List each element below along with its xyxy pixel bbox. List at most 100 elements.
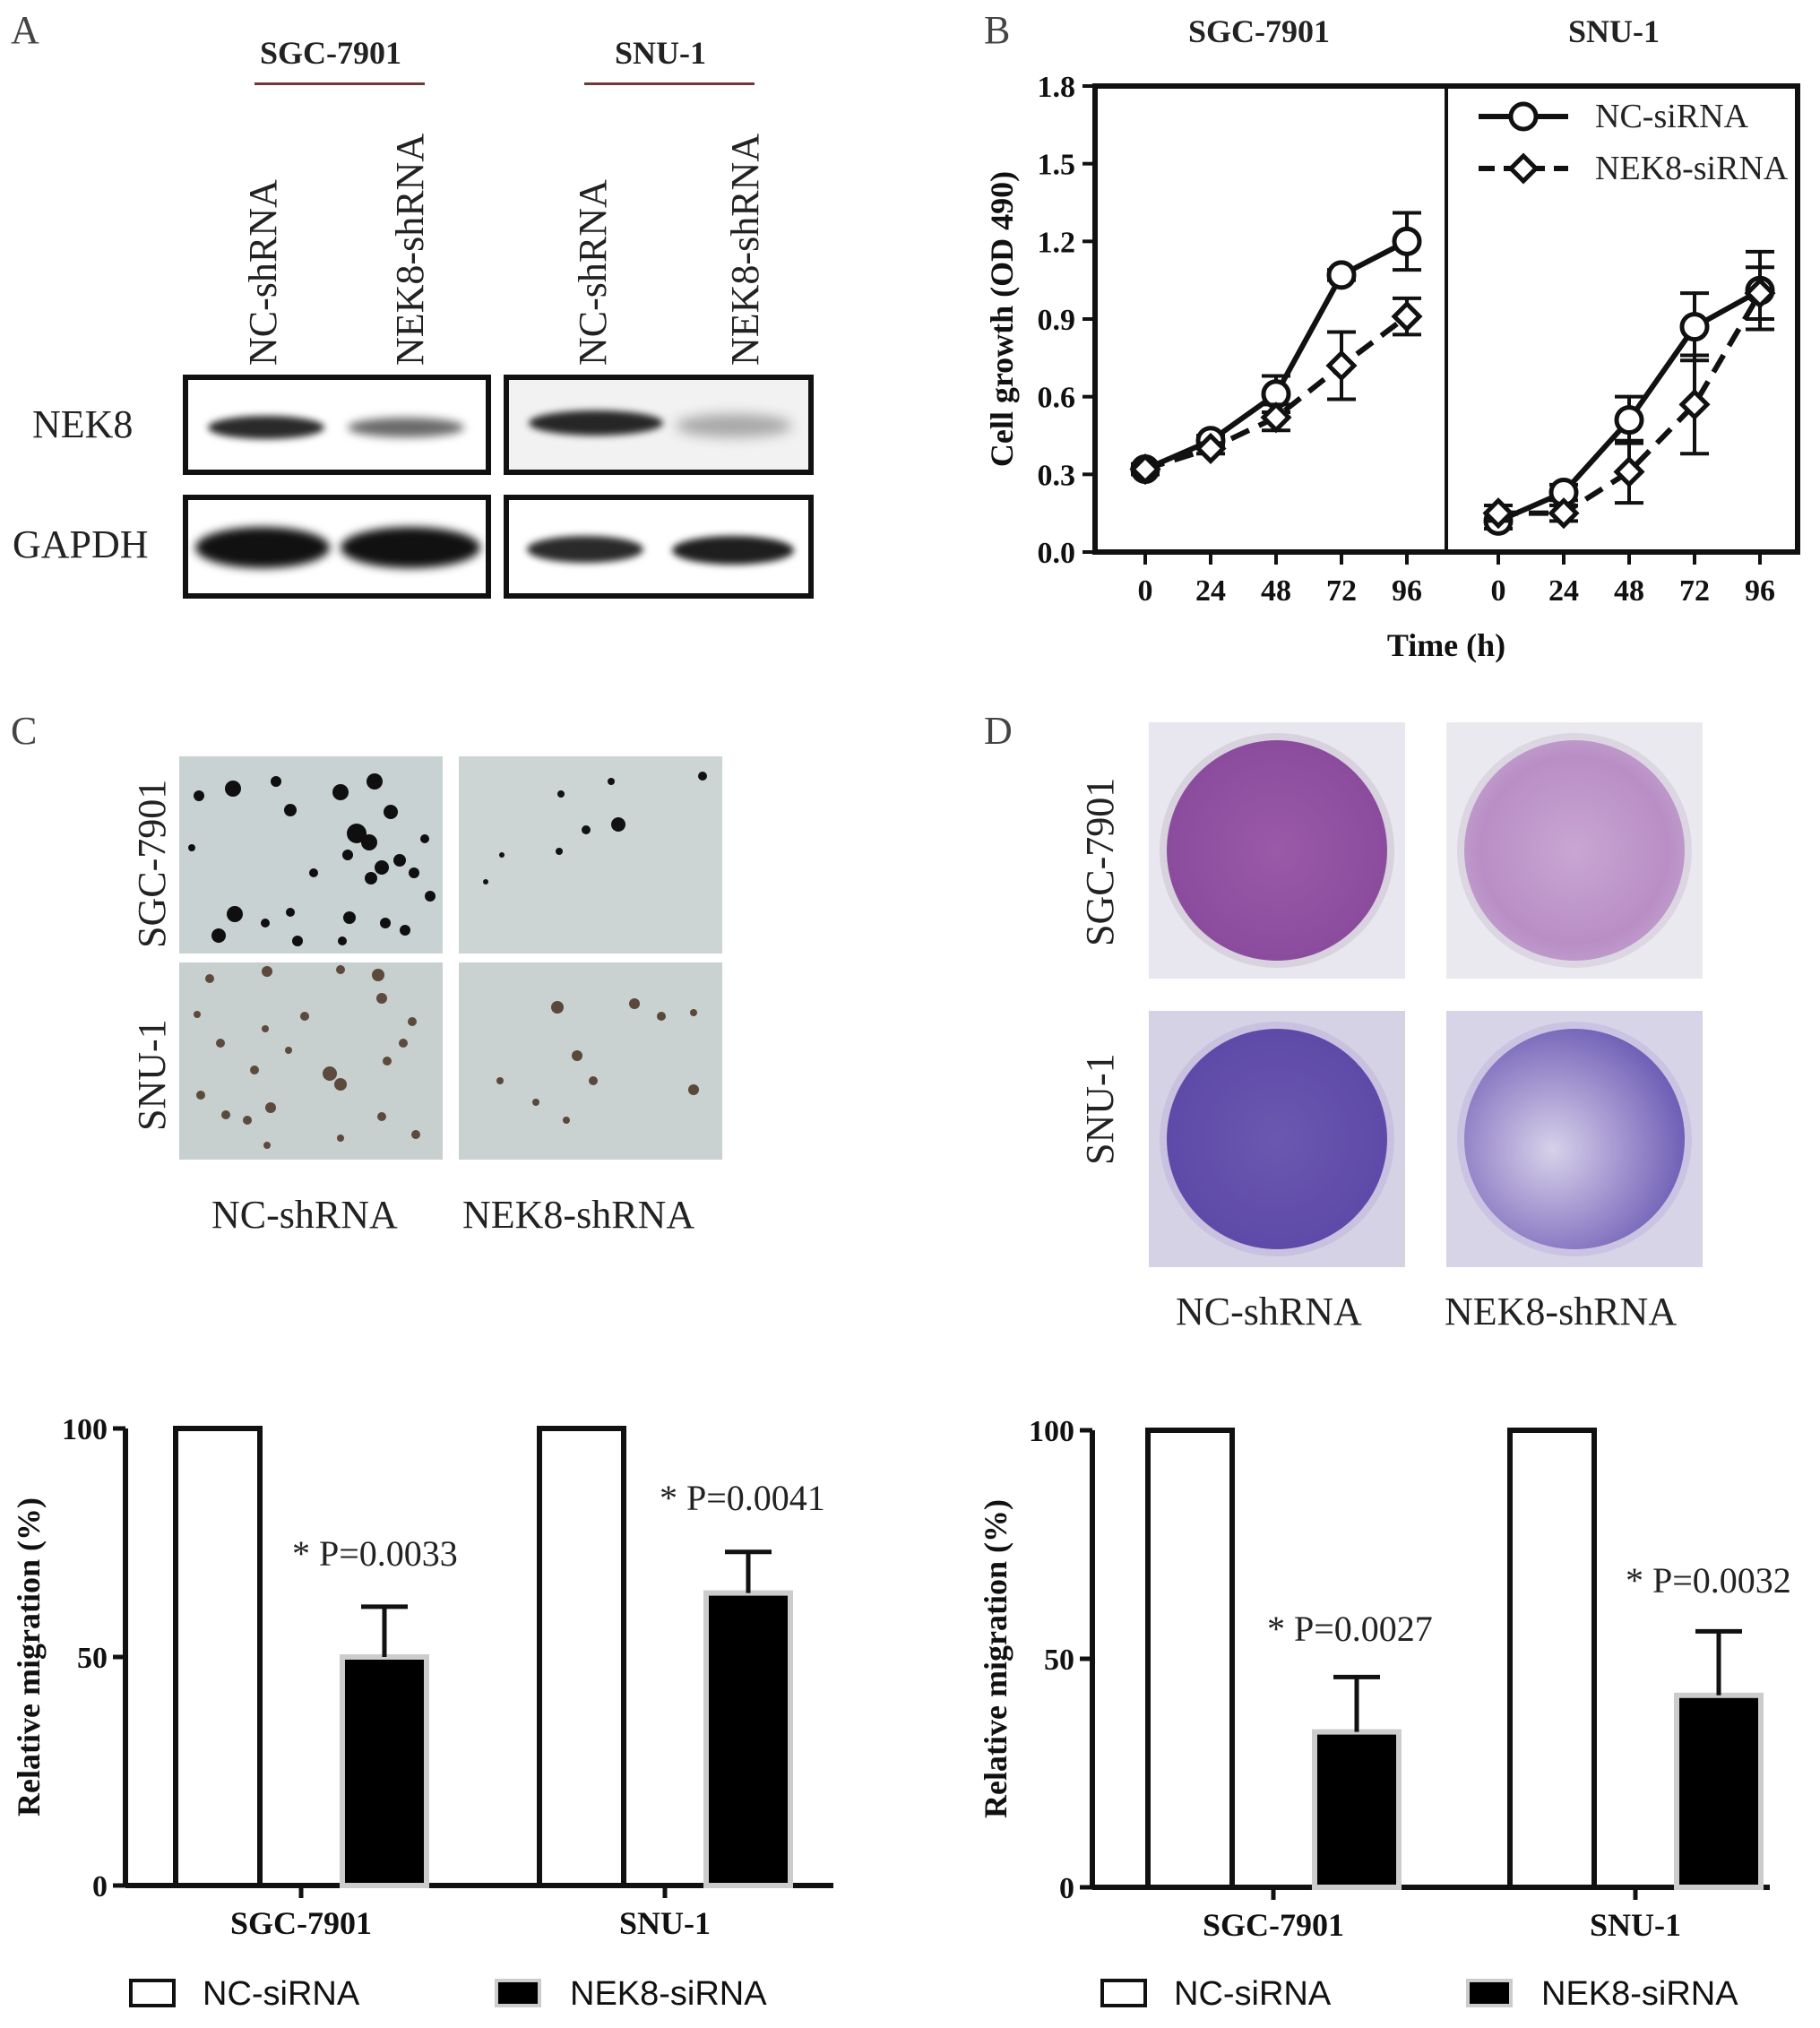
migration-left-ytick-label: 50 (77, 1642, 108, 1675)
legend-right-nek8: NEK8-siRNA (1541, 1975, 1738, 2013)
migration-right-bar-nc (1145, 1428, 1235, 1890)
growth-series-line (1498, 291, 1763, 516)
growth-xtick-label: 96 (1745, 574, 1775, 608)
blot-gapdh-sgc (183, 495, 491, 599)
growth-point-diamond (1129, 453, 1161, 486)
growth-point-circle (1679, 312, 1710, 342)
migration-left-bar-nek8 (703, 1590, 793, 1888)
pvalue-right-snu: * P=0.0032 (1626, 1560, 1791, 1601)
legend-right-nc-swatch (1100, 1979, 1147, 2007)
band-nek8-sgc-nc (208, 416, 324, 439)
migration-left-ytick-label: 0 (92, 1870, 108, 1903)
migration-left-ylabel: Relative migration (%) (11, 1497, 47, 1817)
migration-right-ytick-label: 0 (1059, 1872, 1074, 1905)
growth-xlabel: Time (h) (1387, 627, 1505, 663)
blot-nek8-snu (504, 375, 814, 475)
blot-nek8-sgc (183, 375, 491, 475)
growth-xtick-label: 24 (1195, 574, 1226, 608)
blot-row-label-nek8: NEK8 (32, 402, 134, 446)
pvalue-left-sgc: * P=0.0033 (292, 1533, 458, 1574)
growth-xtick-label: 96 (1392, 574, 1422, 608)
band-gapdh-snu-nc (527, 536, 643, 563)
growth-ytick-label: 0.6 (1038, 382, 1076, 415)
well-photo-snu-nc (1149, 1011, 1405, 1267)
growth-ytick-label: 1.5 (1038, 149, 1076, 182)
colony-dots-sgc-kd (483, 772, 707, 885)
growth-xtick-label: 48 (1261, 574, 1291, 608)
growth-chart: 0.0 0.3 0.6 0.9 1.2 1.5 1.8 Cell growth (OD 490… (984, 71, 1800, 663)
panel-d-col-nc: NC-shRNA (1176, 1290, 1362, 1333)
growth-point-diamond (1548, 497, 1580, 530)
growth-xtick-label: 72 (1679, 574, 1710, 608)
migration-left-xtick-label: SGC-7901 (230, 1905, 372, 1941)
growth-series-line (1143, 238, 1409, 472)
growth-point-circle (1614, 405, 1644, 436)
pvalue-right-sgc: * P=0.0027 (1267, 1609, 1433, 1649)
migration-right-ytick-label: 50 (1044, 1644, 1074, 1677)
well-photo-sgc-nc (1149, 722, 1405, 979)
panel-b-letter: B (984, 8, 1011, 52)
migration-chart-left: 0 50 100 Relative migration (%) SGC-7901 SNU-… (11, 1413, 833, 1941)
band-gapdh-snu-kd (672, 536, 794, 565)
migration-left-bar-nc (537, 1426, 626, 1888)
growth-point-circle (1326, 260, 1357, 290)
band-gapdh-sgc-nc (195, 527, 330, 568)
growth-point-circle (1392, 226, 1422, 256)
panel-c-row-sgc: SGC-7901 (130, 779, 174, 948)
panel-a-letter: A (11, 8, 39, 52)
growth-point-diamond (1391, 300, 1423, 332)
legend-left-nc: NC-siRNA (203, 1975, 360, 2013)
migration-right-xtick-label: SNU-1 (1590, 1907, 1681, 1943)
growth-ytick-label: 1.8 (1038, 71, 1076, 104)
growth-point-diamond (1613, 455, 1645, 488)
pvalue-left-snu: * P=0.0041 (660, 1478, 825, 1518)
panel-b-group-sgc: SGC-7901 (1188, 13, 1331, 49)
migration-left-bar-nc (173, 1426, 263, 1888)
blot-gapdh-snu (504, 495, 814, 599)
panel-d-row-sgc: SGC-7901 (1078, 777, 1122, 946)
migration-chart-right: 0 50 100 Relative migration (%) SGC-7901 SNU-… (978, 1415, 1770, 1943)
growth-legend-nc: NC-siRNA (1595, 98, 1749, 135)
colony-dots-snu-kd (496, 998, 699, 1124)
colony-photo-sgc-kd (459, 756, 722, 954)
growth-ytick-label: 0.0 (1038, 537, 1076, 570)
panel-a-group-snu-line (584, 82, 755, 85)
well-photo-sgc-kd (1446, 722, 1703, 979)
panel-a-group-sgc-line (254, 82, 425, 85)
growth-ylabel: Cell growth (OD 490) (984, 171, 1020, 467)
growth-ytick-label: 0.9 (1038, 304, 1076, 337)
migration-left-xtick-label: SNU-1 (619, 1905, 711, 1941)
legend-left-nc-swatch (129, 1979, 176, 2007)
legend-left-nek8-swatch (495, 1979, 541, 2007)
migration-left-bar-nek8 (340, 1654, 429, 1888)
panel-c-col-nek8: NEK8-shRNA (462, 1193, 695, 1237)
well-snu-nc (1167, 1029, 1387, 1249)
band-gapdh-sgc-kd (341, 527, 480, 568)
growth-point-diamond (1678, 388, 1711, 420)
growth-legend-symbols (1479, 101, 1568, 185)
growth-xtick-label: 0 (1138, 574, 1153, 608)
panel-b-group-snu: SNU-1 (1568, 13, 1660, 49)
well-snu-kd (1464, 1029, 1685, 1249)
migration-right-xtick-label: SGC-7901 (1203, 1907, 1344, 1943)
growth-xtick-label: 72 (1326, 574, 1357, 608)
well-photo-snu-kd (1446, 1011, 1703, 1267)
panel-d-col-nek8: NEK8-shRNA (1445, 1290, 1678, 1333)
band-nek8-sgc-kd (348, 418, 464, 437)
panel-a-group-sgc: SGC-7901 (260, 35, 402, 71)
migration-left-ytick-label: 100 (62, 1413, 108, 1446)
migration-right-ytick-label: 100 (1029, 1415, 1074, 1448)
migration-right-ylabel: Relative migration (%) (978, 1499, 1014, 1818)
growth-ytick-label: 0.3 (1038, 459, 1076, 492)
well-sgc-kd (1464, 740, 1685, 961)
panel-c-row-snu: SNU-1 (130, 1019, 174, 1131)
panel-a-group-snu: SNU-1 (615, 35, 707, 71)
well-sgc-nc (1167, 740, 1387, 961)
legend-right-nc: NC-siRNA (1174, 1975, 1332, 2013)
band-nek8-snu-nc (529, 410, 663, 436)
growth-xtick-label: 48 (1614, 574, 1644, 608)
growth-xtick-label: 24 (1548, 574, 1579, 608)
migration-right-bar-nek8 (1312, 1729, 1402, 1890)
growth-point-diamond (1482, 497, 1514, 530)
growth-point-diamond (1744, 277, 1776, 309)
